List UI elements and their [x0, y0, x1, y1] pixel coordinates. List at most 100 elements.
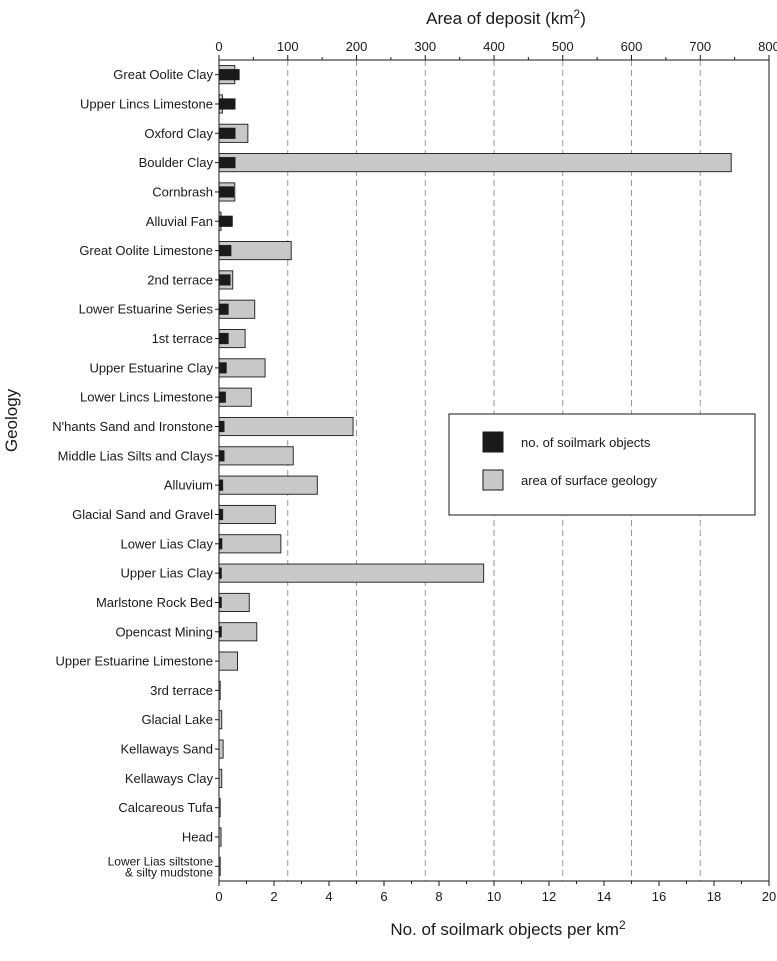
bottom-tick-label: 6: [380, 889, 387, 904]
count-bar: [219, 157, 236, 169]
count-bar: [219, 626, 222, 638]
category-label: Great Oolite Clay: [113, 67, 213, 82]
top-tick-label: 200: [346, 39, 368, 54]
category-label: Middle Lias Silts and Clays: [58, 448, 214, 463]
legend-swatch: [482, 469, 504, 491]
category-label: Head: [182, 830, 213, 845]
count-bars: [219, 69, 240, 638]
labels: 0 100 200 300 400 500 600 700 800 0 2 4 6 8 10 12 14 16 18…: [2, 7, 777, 939]
count-bar: [219, 362, 227, 374]
top-axis-title-end: ): [580, 9, 586, 28]
top-tick-label: 500: [552, 39, 574, 54]
count-bar: [219, 127, 236, 139]
category-label: Marlstone Rock Bed: [96, 595, 213, 610]
top-tick-label: 700: [689, 39, 711, 54]
bottom-axis-title-main: No. of soilmark objects per km: [390, 920, 619, 939]
category-label: Oxford Clay: [144, 126, 213, 141]
count-bar: [219, 332, 229, 345]
category-label: Glacial Sand and Gravel: [72, 507, 213, 522]
legend-swatch: [482, 431, 504, 453]
area-bar: [218, 739, 224, 759]
count-bar: [219, 186, 235, 198]
category-label: 3rd terrace: [150, 683, 213, 698]
bottom-tick-label: 20: [762, 889, 776, 904]
category-label: Lower Estuarine Series: [79, 302, 214, 317]
count-bar: [219, 479, 224, 491]
top-tick-label: 800: [758, 39, 777, 54]
area-bar: [218, 622, 258, 642]
count-bar: [219, 420, 225, 433]
category-label: Glacial Lake: [141, 712, 213, 727]
legend: no. of soilmark objects area of surface g…: [448, 413, 756, 516]
category-label: Boulder Clay: [139, 155, 214, 170]
count-bar: [219, 391, 226, 403]
top-axis-title-main: Area of deposit (km: [426, 9, 573, 28]
bottom-tick-label: 8: [435, 889, 442, 904]
count-bar: [219, 596, 222, 609]
category-label: Upper Lias Clay: [121, 566, 214, 581]
bottom-tick-label: 10: [487, 889, 501, 904]
category-label: Upper Estuarine Limestone: [55, 654, 213, 669]
top-tick-label: 400: [483, 39, 505, 54]
area-bar: [218, 446, 294, 466]
category-label: 1st terrace: [152, 331, 213, 346]
area-bar: [218, 153, 732, 173]
area-bar: [218, 504, 276, 525]
legend-box: [448, 413, 756, 516]
count-bar: [219, 69, 240, 81]
bottom-tick-label: 12: [542, 889, 556, 904]
category-label: & silty mudstone: [125, 865, 213, 879]
category-label: Lower Lias Clay: [121, 536, 214, 551]
category-label: Calcareous Tufa: [118, 800, 213, 815]
area-bar: [218, 651, 239, 671]
count-bar: [219, 245, 232, 257]
bottom-tick-label: 2: [270, 889, 277, 904]
count-bar: [219, 508, 224, 521]
category-label: N'hants Sand and Ironstone: [52, 419, 213, 434]
count-bar: [219, 450, 225, 462]
bottom-tick-label: 0: [215, 889, 222, 904]
category-label: Opencast Mining: [115, 624, 213, 639]
category-label: Lower Lincs Limestone: [80, 390, 213, 405]
count-bar: [219, 215, 233, 227]
category-label: Kellaways Clay: [125, 771, 214, 786]
area-bar: [218, 592, 250, 612]
area-bar: [218, 563, 485, 583]
bottom-axis-title-sup: 2: [619, 918, 626, 932]
area-bar: [218, 475, 318, 495]
top-tick-label: 300: [414, 39, 436, 54]
category-label: Alluvial Fan: [146, 214, 213, 229]
count-bar: [219, 303, 229, 315]
top-axis-title: Area of deposit (km2): [426, 7, 586, 28]
count-bar: [219, 274, 231, 286]
axes: [215, 55, 770, 886]
category-label: Upper Estuarine Clay: [89, 360, 213, 375]
category-label: Cornbrash: [152, 184, 213, 199]
count-bar: [219, 538, 223, 550]
top-tick-label: 600: [621, 39, 643, 54]
bottom-axis-title: No. of soilmark objects per km2: [390, 918, 626, 939]
bottom-tick-label: 14: [597, 889, 611, 904]
category-label: Alluvium: [164, 478, 213, 493]
top-axis-title-sup: 2: [574, 7, 581, 21]
category-label: Great Oolite Limestone: [79, 243, 213, 258]
count-bar: [219, 98, 236, 110]
category-label: Lower Lias siltstone: [108, 854, 214, 868]
area-bar: [218, 534, 282, 554]
y-axis-title: Geology: [2, 388, 21, 452]
area-bars: [218, 65, 732, 876]
top-tick-label: 0: [215, 39, 222, 54]
legend-label: no. of soilmark objects: [521, 435, 651, 450]
bottom-tick-label: 18: [707, 889, 721, 904]
category-label: Kellaways Sand: [121, 742, 214, 757]
legend-label: area of surface geology: [521, 473, 657, 488]
bottom-tick-label: 16: [652, 889, 666, 904]
top-tick-label: 100: [277, 39, 299, 54]
area-bar: [218, 416, 354, 437]
count-bar: [219, 567, 222, 579]
category-label: 2nd terrace: [147, 272, 213, 287]
bottom-tick-label: 4: [325, 889, 332, 904]
category-label: Upper Lincs Limestone: [80, 96, 213, 111]
